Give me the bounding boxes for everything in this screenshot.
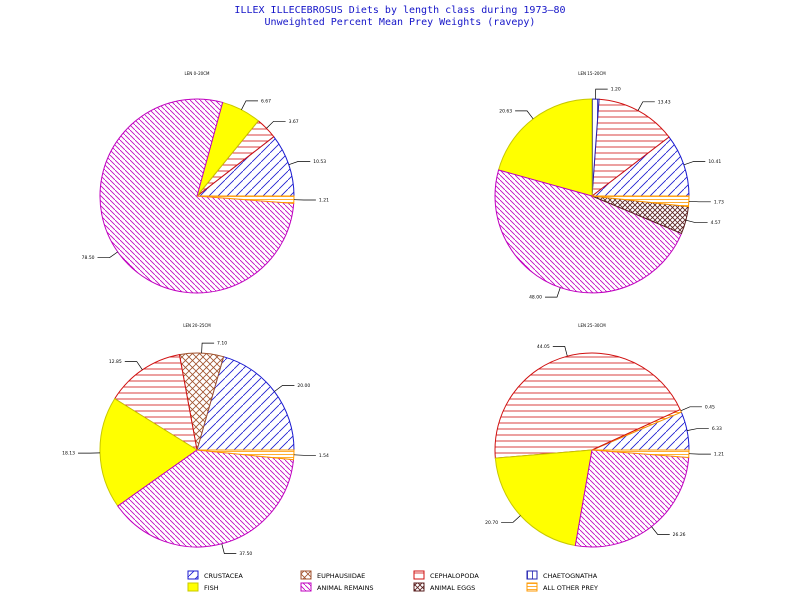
slice-value-label: 12.85: [109, 359, 122, 365]
slice-leader-line: [552, 346, 568, 357]
pie-chart-3: LEN 20–25CM 20.00 7.10 12.85 18.13 37.50 1.54: [62, 323, 329, 557]
legend-label: FISH: [204, 584, 219, 592]
pie-slice-all_other_prey: [591, 195, 690, 208]
legend-item-cephalopoda: CEPHALOPODA: [413, 570, 479, 580]
slice-leader-line: [293, 454, 316, 456]
slice-leader-line: [688, 200, 711, 203]
slice-leader-line: [288, 161, 311, 166]
pie-slice-all_other_prey: [196, 449, 295, 461]
legend-label: ANIMAL REMAINS: [317, 584, 374, 592]
slice-value-label: 20.63: [499, 108, 512, 114]
slice-leader-line: [201, 342, 215, 354]
chart-title: ILLEX ILLECEBROSUS Diets by length class…: [234, 5, 565, 16]
legend-item-euphausiidae: EUPHAUSIIDAE: [300, 570, 365, 580]
slice-leader-line: [651, 526, 670, 535]
legend-swatch: [300, 570, 312, 580]
slice-value-label: 0.45: [705, 404, 715, 410]
slice-leader-line: [97, 251, 118, 259]
pie-slice-animal_remains: [99, 98, 295, 294]
slice-value-label: 10.53: [313, 159, 326, 165]
pie-slice-animal_remains: [494, 169, 683, 294]
pie-chart-1: LEN 0–20CM 10.53 3.67 6.67 78.50 1.21: [82, 71, 329, 294]
slice-value-label: 20.70: [485, 520, 498, 526]
legend-swatch: [413, 582, 425, 592]
slice-leader-line: [266, 120, 286, 129]
legend-label: CHAETOGNATHA: [543, 572, 598, 580]
slice-value-label: 37.50: [239, 551, 252, 557]
legend-label: ALL OTHER PREY: [543, 584, 598, 592]
slice-value-label: 44.05: [537, 344, 550, 350]
legend-swatch: [300, 582, 312, 592]
pie-title: LEN 15–20CM: [578, 71, 606, 76]
legend-item-chaetognatha: CHAETOGNATHA: [526, 570, 598, 580]
legend-swatch: [526, 582, 538, 592]
slice-value-label: 1.54: [319, 453, 329, 459]
pie-title: LEN 25–30CM: [578, 323, 606, 328]
slice-leader-line: [515, 110, 534, 120]
slice-leader-line: [501, 515, 521, 523]
pie-slice-fish: [99, 398, 198, 507]
legend-swatch: [187, 570, 199, 580]
legend-item-fish: FISH: [187, 582, 219, 592]
pie-slice-animal_remains: [117, 449, 295, 548]
slice-value-label: 6.33: [712, 426, 722, 432]
legend-swatch: [413, 570, 425, 580]
slice-value-label: 6.67: [261, 98, 271, 104]
slice-value-label: 1.21: [319, 198, 329, 204]
slice-leader-line: [686, 428, 709, 431]
pie-chart-2: LEN 15–20CM 10.41 13.43 1.20 20.63 48.00 4.57 1…: [494, 71, 724, 301]
legend-label: ANIMAL EGGS: [430, 584, 475, 592]
slice-leader-line: [683, 161, 706, 166]
slice-value-label: 18.13: [62, 451, 75, 457]
slice-value-label: 3.67: [289, 119, 299, 125]
pie-slice-crustacea: [196, 356, 295, 451]
slice-leader-line: [221, 543, 237, 554]
slice-value-label: 1.21: [714, 452, 724, 458]
slice-value-label: 1.73: [714, 199, 724, 205]
slice-value-label: 10.41: [708, 159, 721, 165]
legend-label: CEPHALOPODA: [430, 572, 479, 580]
slice-leader-line: [274, 385, 295, 392]
slice-value-label: 78.50: [82, 255, 95, 261]
slice-leader-line: [545, 287, 561, 298]
legend-item-crustacea: CRUSTACEA: [187, 570, 243, 580]
slice-leader-line: [595, 88, 608, 100]
legend-swatch: [187, 582, 199, 592]
slice-value-label: 48.00: [529, 295, 542, 301]
legend-swatch: [526, 570, 538, 580]
slice-leader-line: [637, 101, 655, 111]
slice-value-label: 13.43: [658, 99, 671, 105]
chart-subtitle: Unweighted Percent Mean Prey Weights (ra…: [265, 17, 536, 28]
legend-label: CRUSTACEA: [204, 572, 243, 580]
slice-value-label: 4.57: [711, 220, 721, 226]
legend-item-animal_eggs: ANIMAL EGGS: [413, 582, 475, 592]
slice-leader-line: [124, 361, 143, 370]
slice-leader-line: [680, 406, 702, 412]
slice-value-label: 7.10: [217, 341, 227, 347]
pie-slice-cephalopoda: [113, 354, 198, 452]
pie-title: LEN 0–20CM: [185, 71, 210, 76]
slice-leader-line: [685, 219, 708, 224]
pie-chart-4: LEN 25–30CM 6.33 0.45 44.05 20.70 26.26 1.21: [485, 323, 724, 548]
slice-value-label: 26.26: [673, 532, 686, 538]
legend-item-animal_remains: ANIMAL REMAINS: [300, 582, 374, 592]
legend: CRUSTACEA EUPHAUSIIDAE CEPHALOPODA CHAETOGN…: [187, 570, 598, 592]
legend-item-all_other_prey: ALL OTHER PREY: [526, 582, 598, 592]
legend-label: EUPHAUSIIDAE: [317, 572, 365, 580]
pie-slice-cephalopoda: [494, 352, 681, 459]
slice-value-label: 20.00: [297, 383, 310, 389]
slice-value-label: 1.20: [611, 87, 621, 93]
slice-leader-line: [241, 100, 258, 110]
pie-title: LEN 20–25CM: [183, 323, 211, 328]
